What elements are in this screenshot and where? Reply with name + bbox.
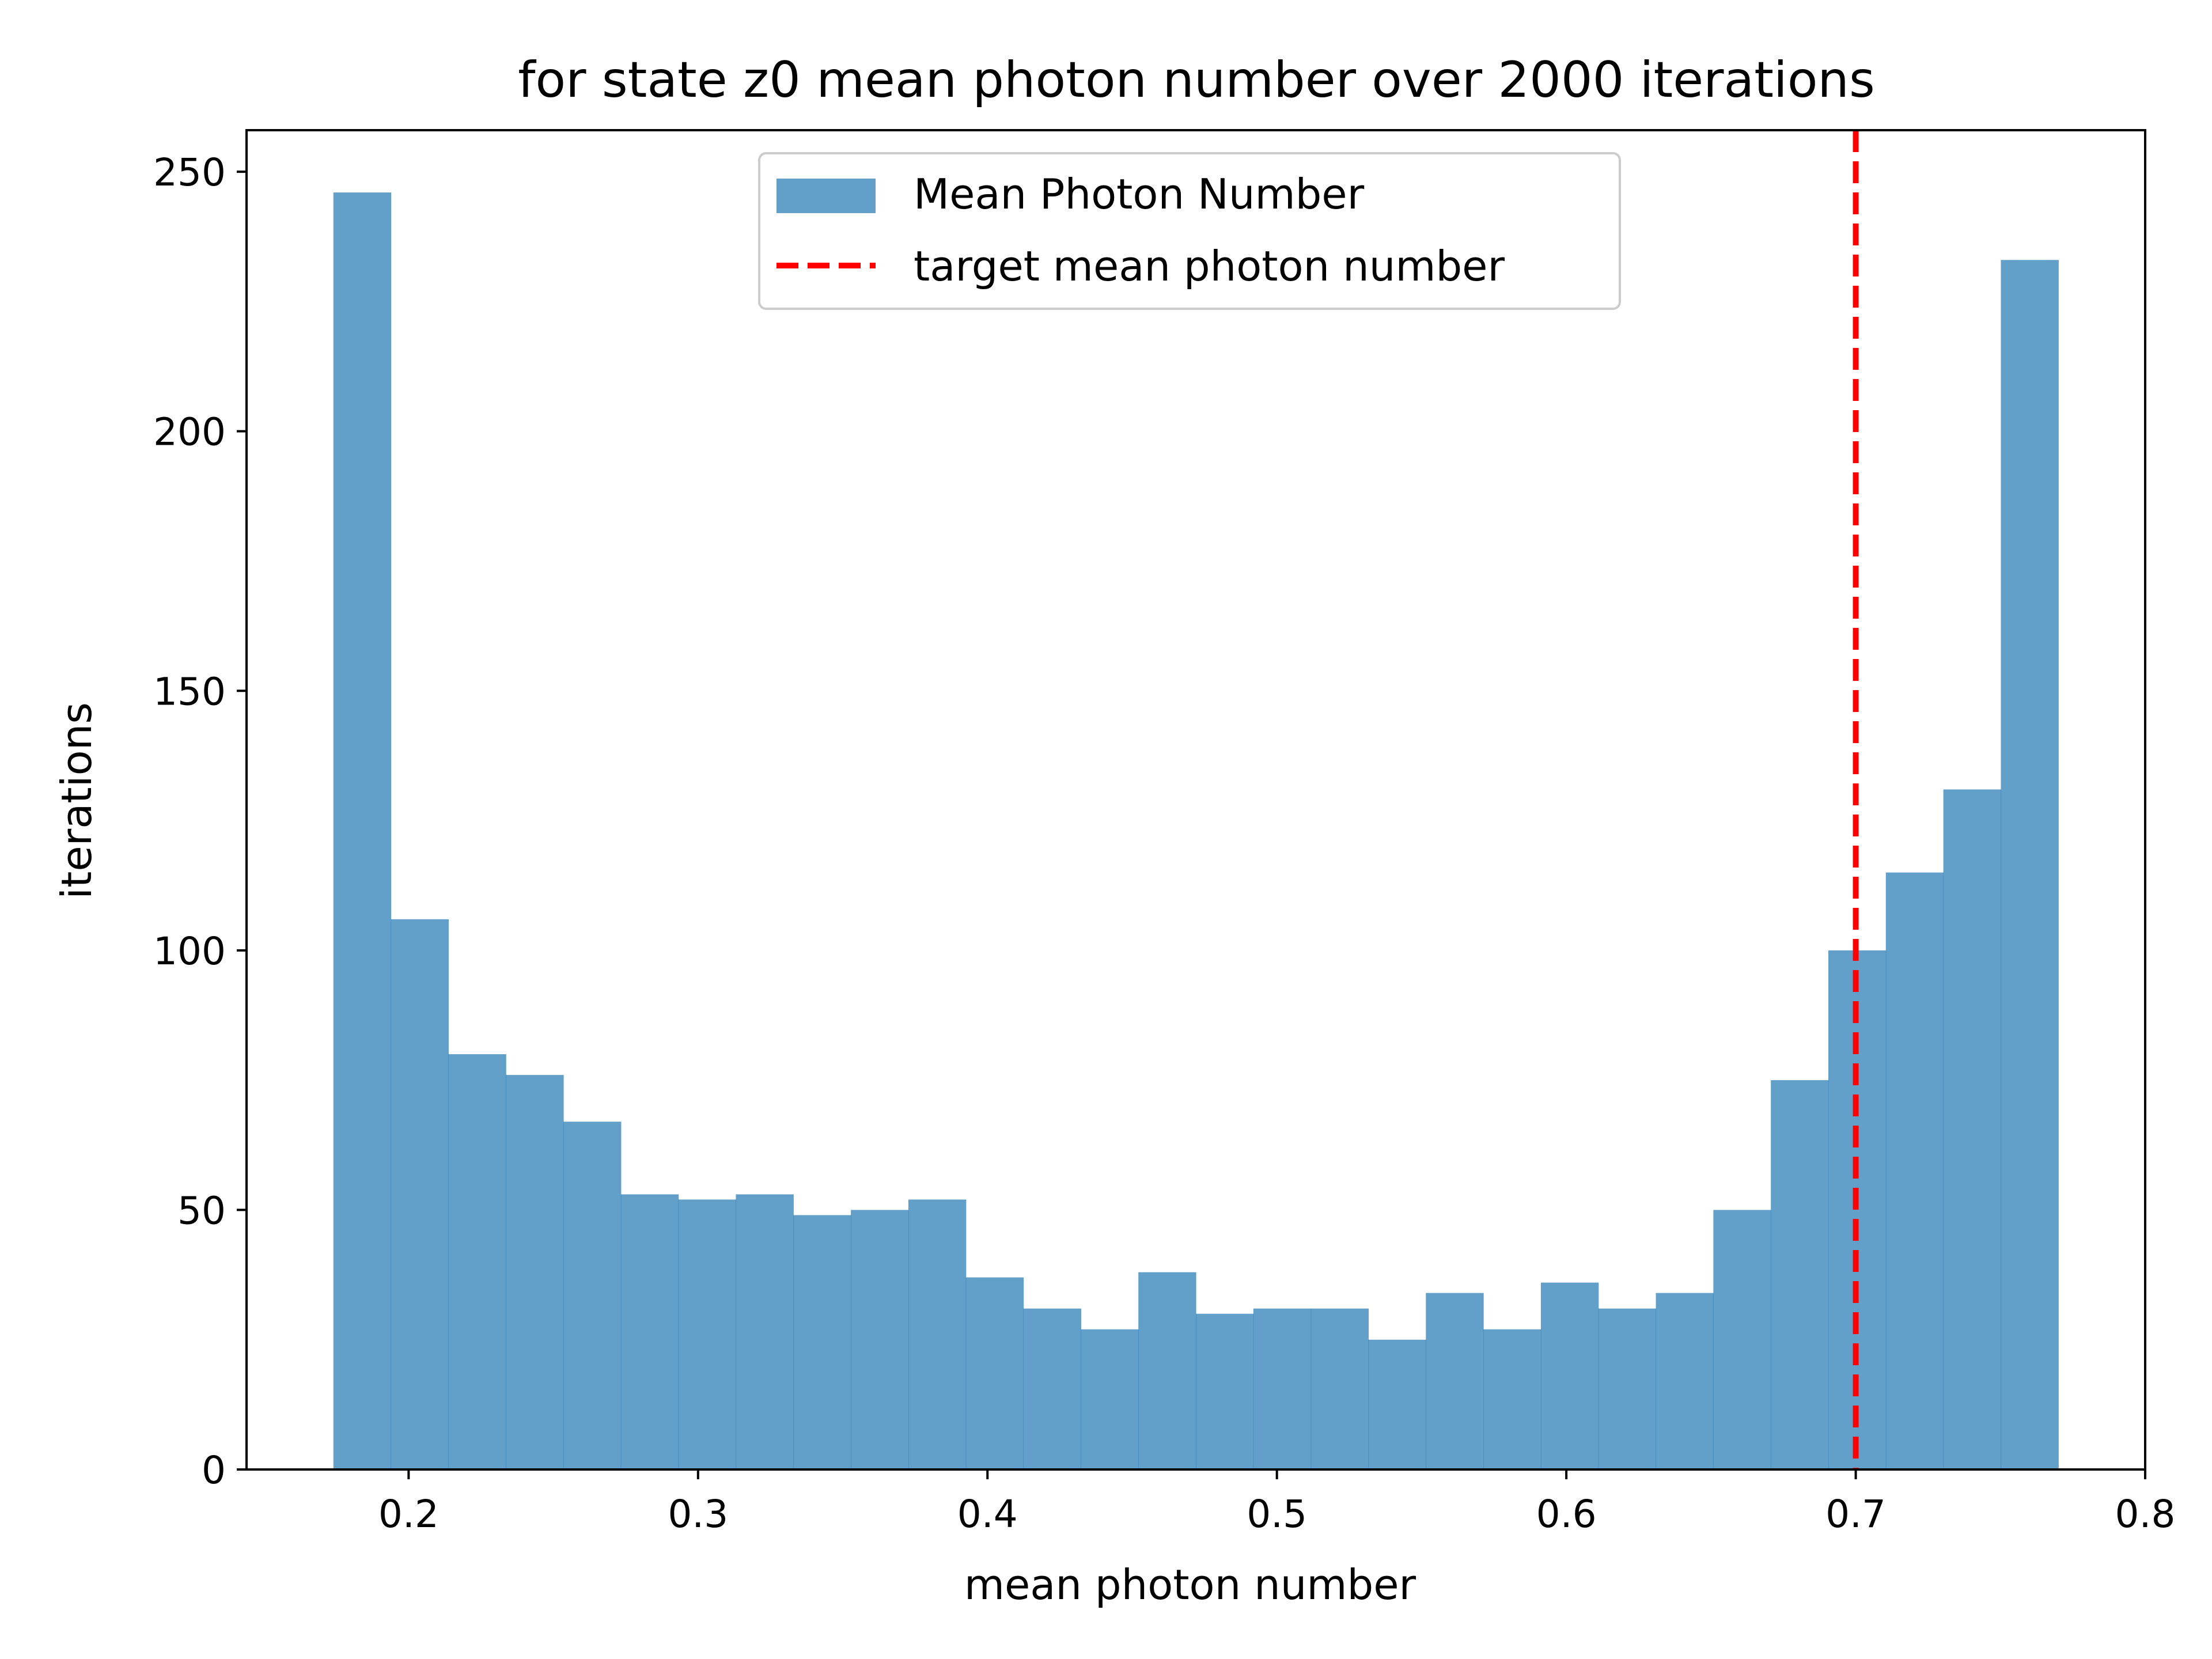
histogram-bar [1081, 1329, 1139, 1469]
plot-frame [245, 129, 2146, 1471]
histogram-bar [1885, 872, 1944, 1469]
histogram-bar [1253, 1308, 1312, 1469]
histogram-bar [1310, 1308, 1369, 1469]
histogram-bar [620, 1194, 679, 1469]
histogram-bar [1943, 789, 2002, 1469]
histogram-bar [1426, 1293, 1484, 1469]
y-axis-label: iterations [52, 702, 101, 899]
x-tick-label: 0.7 [1825, 1492, 1886, 1536]
y-tick-label: 250 [153, 150, 226, 195]
x-axis-ticks: 0.2 0.3 0.4 0.5 0.6 0.7 0.8 [378, 1469, 2176, 1536]
legend-label-histogram: Mean Photon Number [914, 170, 1365, 218]
histogram-bar [506, 1075, 564, 1469]
legend-box [758, 152, 1621, 310]
x-tick-label: 0.8 [2115, 1492, 2176, 1536]
histogram-bar [965, 1277, 1024, 1469]
x-tick-label: 0.2 [378, 1492, 439, 1536]
y-tick-label: 100 [153, 929, 226, 974]
legend: Mean Photon Number target mean photon nu… [758, 152, 1621, 310]
histogram-bar [736, 1194, 794, 1469]
chart-title: for state z0 mean photon number over 200… [518, 51, 1875, 109]
x-tick-label: 0.3 [668, 1492, 728, 1536]
histogram-bar [1196, 1313, 1254, 1469]
histogram-bar [851, 1210, 909, 1469]
histogram-bar [333, 192, 392, 1469]
x-tick-label: 0.4 [957, 1492, 1018, 1536]
histogram-bar [1656, 1293, 1714, 1469]
histogram-bar [2001, 260, 2059, 1469]
histogram-bar [1023, 1308, 1081, 1469]
legend-swatch-histogram [777, 179, 876, 213]
histogram-bar [1713, 1210, 1771, 1469]
histogram-bar [391, 919, 449, 1469]
y-tick-label: 50 [177, 1188, 226, 1233]
histogram-bar [563, 1122, 622, 1469]
histogram-bar [1138, 1272, 1196, 1469]
y-tick-label: 150 [153, 669, 226, 714]
legend-label-target-line: target mean photon number [914, 242, 1505, 290]
y-axis-ticks: 0 50 100 150 200 250 [153, 150, 247, 1493]
y-tick-label: 200 [153, 410, 226, 454]
x-tick-label: 0.6 [1536, 1492, 1597, 1536]
y-tick-label: 0 [202, 1448, 226, 1493]
histogram-bar [678, 1199, 737, 1469]
histogram-bar [1483, 1329, 1541, 1469]
histogram-bar [908, 1199, 967, 1469]
histogram-bar [1540, 1282, 1599, 1469]
histogram-bar [1368, 1339, 1426, 1469]
x-tick-label: 0.5 [1247, 1492, 1307, 1536]
histogram-bar [448, 1054, 506, 1469]
histogram-bar [793, 1215, 851, 1469]
histogram-bars [333, 192, 2059, 1469]
x-axis-label: mean photon number [964, 1560, 1416, 1609]
histogram-bar [1771, 1080, 1829, 1469]
histogram-bar [1598, 1308, 1657, 1469]
